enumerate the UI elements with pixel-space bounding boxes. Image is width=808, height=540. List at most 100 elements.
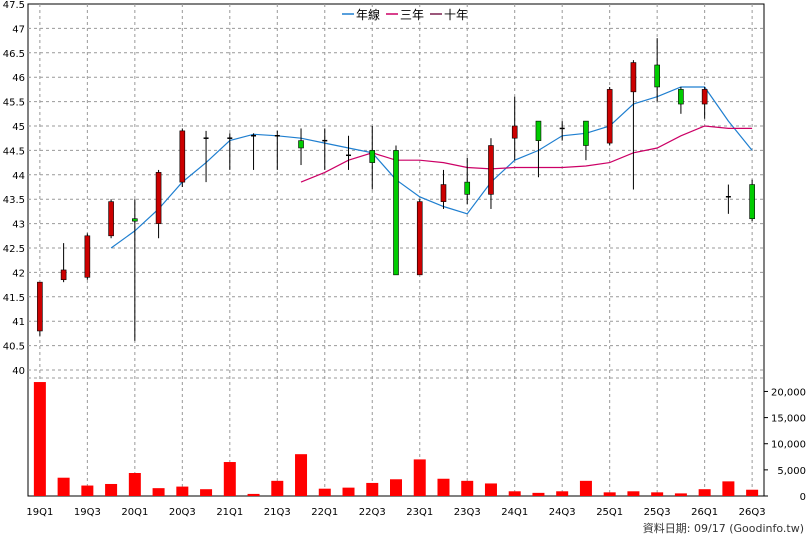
candlestick xyxy=(322,128,328,170)
candle-body xyxy=(701,89,708,105)
candle-body xyxy=(488,145,494,195)
candle-body xyxy=(298,140,304,149)
candlestick xyxy=(298,128,304,166)
moving-average-lines xyxy=(110,86,753,249)
volume-bar xyxy=(532,492,545,496)
volume-tick-label: 10,000 xyxy=(771,440,806,451)
x-tick-label: 19Q3 xyxy=(74,507,101,518)
price-tick-label: 43 xyxy=(12,220,25,231)
volume-bar xyxy=(579,480,592,496)
volume-bar xyxy=(152,488,165,496)
x-tick-label: 25Q1 xyxy=(596,507,623,518)
volume-bar xyxy=(176,486,189,496)
candle-body xyxy=(654,64,660,88)
volume-bar xyxy=(461,480,474,496)
price-tick-label: 43.5 xyxy=(3,195,25,206)
candlestick xyxy=(583,120,589,161)
x-tick-label: 23Q1 xyxy=(406,507,433,518)
candlestick xyxy=(251,133,257,170)
volume-bar xyxy=(342,487,355,496)
x-tick-label: 22Q1 xyxy=(311,507,338,518)
candle-body xyxy=(84,235,91,278)
candlestick xyxy=(108,199,114,239)
x-tick-label: 20Q1 xyxy=(121,507,148,518)
price-tick-label: 40.5 xyxy=(3,342,25,353)
candlestick xyxy=(606,86,613,146)
volume-bar xyxy=(651,492,664,496)
price-tick-label: 45.5 xyxy=(3,98,25,109)
legend-label-year: 年線 xyxy=(356,7,380,22)
x-axis: 19Q1 19Q3 20Q1 20Q3 21Q1 21Q3 22Q1 22Q3 23Q1 23Q3… xyxy=(26,507,765,518)
candlestick xyxy=(416,199,423,276)
candle-body xyxy=(440,184,447,202)
price-tick-label: 44.5 xyxy=(3,146,25,157)
volume-bar xyxy=(366,482,379,496)
candle-body xyxy=(179,130,186,183)
candlestick xyxy=(155,169,162,239)
x-tick-label: 19Q1 xyxy=(26,507,53,518)
price-tick-label: 40 xyxy=(12,366,25,377)
candle-body xyxy=(606,89,613,144)
x-tick-label: 24Q3 xyxy=(549,507,576,518)
candlestick xyxy=(60,243,67,283)
volume-bar xyxy=(746,489,759,496)
candlestick xyxy=(749,179,755,222)
candle-body xyxy=(416,201,423,276)
legend: 年線 三年 十年 xyxy=(342,7,468,22)
candlestick xyxy=(559,121,565,141)
volume-bar xyxy=(57,477,70,496)
volume-bar xyxy=(698,489,711,496)
volume-bar xyxy=(223,462,236,496)
price-y-axis: 40 40.5 41 41.5 42 42.5 43 43.5 44 44.5 45 45.5 46 46… xyxy=(3,0,25,377)
candlestick xyxy=(630,60,637,190)
price-tick-label: 47 xyxy=(12,24,25,35)
volume-bar xyxy=(484,483,497,496)
volume-tick-label: 0 xyxy=(800,492,806,503)
volume-bar xyxy=(105,483,118,496)
volume-bar xyxy=(508,491,521,496)
ma-line-3y xyxy=(300,125,753,183)
volume-bar xyxy=(722,481,735,496)
candlestick xyxy=(346,135,352,170)
volume-bar xyxy=(295,454,308,496)
x-tick-label: 25Q3 xyxy=(644,507,671,518)
volume-tick-label: 20,000 xyxy=(771,387,806,398)
candlestick xyxy=(393,145,399,276)
candlesticks xyxy=(37,38,755,341)
candle-body xyxy=(535,120,542,141)
candlestick xyxy=(179,128,186,187)
legend-label-10y: 十年 xyxy=(444,8,468,22)
volume-y-axis: 0 5,000 10,000 15,000 20,000 xyxy=(763,381,806,503)
candlestick xyxy=(203,130,209,183)
candle-body xyxy=(369,150,376,163)
candlestick xyxy=(84,233,91,280)
candlestick xyxy=(132,199,138,341)
ma-line-year xyxy=(110,86,753,249)
volume-bar xyxy=(437,478,450,496)
x-tick-label: 23Q3 xyxy=(454,507,481,518)
candle-body xyxy=(464,181,471,195)
price-tick-label: 41 xyxy=(12,317,25,328)
x-tick-label: 26Q3 xyxy=(739,507,766,518)
volume-bar xyxy=(674,493,687,496)
x-tick-label: 21Q1 xyxy=(216,507,243,518)
candlestick xyxy=(725,184,731,214)
volume-bar xyxy=(556,491,569,496)
price-tick-label: 46 xyxy=(12,73,25,84)
price-tick-label: 46.5 xyxy=(3,49,25,60)
candlestick xyxy=(701,86,708,119)
candlestick xyxy=(488,138,494,209)
candlestick xyxy=(37,281,43,336)
x-tick-label: 22Q3 xyxy=(359,507,386,518)
price-tick-label: 44 xyxy=(12,171,25,182)
candle-body xyxy=(37,281,43,332)
price-tick-label: 41.5 xyxy=(3,293,25,304)
candlestick xyxy=(440,169,447,209)
volume-bar xyxy=(627,491,640,496)
candle-body xyxy=(749,184,755,220)
x-tick-label: 26Q1 xyxy=(691,507,718,518)
x-tick-label: 20Q3 xyxy=(169,507,196,518)
volume-bar xyxy=(33,382,46,496)
x-tick-label: 21Q3 xyxy=(264,507,291,518)
